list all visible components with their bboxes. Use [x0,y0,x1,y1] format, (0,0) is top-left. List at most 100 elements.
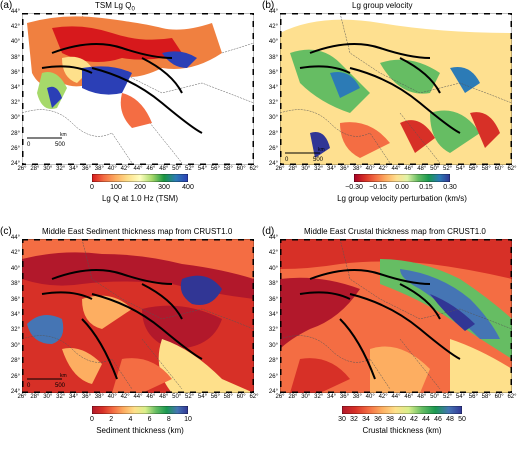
longitude-label: 46° [404,166,414,172]
latitude-label: 34° [268,312,278,318]
longitude-label: 40° [107,394,117,400]
colorbar-tick-label: 2 [109,416,114,423]
colorbar-tick-label: 200 [134,184,146,191]
latitude-label: 42° [10,250,20,257]
colorbar-tick-label: 6 [147,416,152,423]
longitude-label: 50° [430,394,440,400]
colorbar-gradient [92,174,188,182]
latitude-label: 32° [268,327,278,334]
longitude-label: 28° [288,394,298,400]
latitude-label: 30° [10,115,20,122]
svg-text:km: km [318,147,325,153]
svg-text:500: 500 [55,383,66,389]
latitude-label: 26° [10,145,20,152]
longitude-label: 60° [494,166,504,172]
latitude-label: 28° [10,358,20,365]
longitude-label: 26° [275,394,285,400]
map-frame [280,239,512,393]
latitude-label: 44° [268,235,278,241]
latitude-label: 28° [268,130,278,137]
longitude-label: 60° [236,394,246,400]
panel-label: (b) [262,0,275,11]
latitude-label: 40° [10,265,20,272]
longitude-label: 30° [43,166,53,172]
longitude-label: 62° [249,394,259,400]
colorbar-gradient [92,406,188,414]
longitude-label: 32° [314,394,324,400]
longitude-label: 58° [481,394,491,400]
latitude-label: 38° [10,54,20,61]
longitude-label: 42° [120,166,130,172]
longitude-label: 26° [17,394,27,400]
latitude-label: 32° [10,100,20,107]
longitude-label: 50° [172,166,182,172]
colorbar-tick-label: 38 [386,416,394,423]
colorbar-title: Sediment thickness (km) [96,426,184,435]
svg-text:km: km [60,132,67,138]
longitude-label: 58° [481,166,491,172]
longitude-label: 56° [468,166,478,172]
longitude-label: 28° [30,166,40,172]
longitude-label: 62° [249,166,259,172]
latitude-label: 30° [268,115,278,122]
colorbar-tick-label: 8 [166,416,171,423]
latitude-label: 30° [10,342,20,349]
panel-d: (d) Middle East Crustal thickness map fr… [262,226,518,448]
colorbar-tick-label: −0.30 [345,184,363,191]
longitude-label: 34° [327,394,337,400]
colorbar-tick-label: 400 [182,184,194,191]
panel-title: Middle East Sediment thickness map from … [42,227,233,236]
panel-b: (b) Lg group velocity 0 500 km −0.30 −0.1… [262,0,518,222]
latitude-label: 36° [10,296,20,303]
latitude-label: 36° [10,69,20,76]
longitude-label: 30° [301,394,311,400]
longitude-label: 52° [185,394,195,400]
longitude-label: 38° [352,166,362,172]
longitude-label: 58° [223,166,233,172]
latitude-label: 38° [268,54,278,61]
longitude-label: 32° [56,394,66,400]
colorbar-tick-label: 44 [422,416,430,423]
longitude-label: 54° [455,394,465,400]
longitude-label: 44° [133,166,143,172]
colorbar-tick-label: 36 [374,416,382,423]
panel-label: (d) [262,226,275,237]
colorbar-tick-label: 46 [434,416,442,423]
colorbar-gradient [354,174,450,182]
latitude-label: 24° [268,389,278,395]
panel-title: Lg group velocity [352,1,413,10]
longitude-label: 34° [69,394,79,400]
colorbar-tick-label: 0.15 [419,184,433,191]
colorbar-tick-label: 30 [338,416,346,423]
latitude-label: 26° [268,145,278,152]
latitude-label: 42° [268,250,278,257]
longitude-label: 56° [210,166,220,172]
longitude-label: 40° [365,394,375,400]
latitude-label: 38° [10,281,20,288]
longitude-label: 34° [69,166,79,172]
longitude-label: 32° [314,166,324,172]
longitude-label: 40° [365,166,375,172]
longitude-label: 30° [43,394,53,400]
latitude-label: 44° [10,235,20,241]
panel-label: (a) [0,0,13,11]
svg-text:500: 500 [55,142,66,148]
longitude-label: 32° [56,166,66,172]
longitude-label: 34° [327,166,337,172]
longitude-label: 52° [443,166,453,172]
longitude-label: 26° [275,166,285,172]
latitude-label: 24° [268,161,278,167]
latitude-label: 26° [10,373,20,380]
latitude-label: 36° [268,69,278,76]
longitude-label: 38° [94,166,104,172]
latitude-label: 38° [268,281,278,288]
map-frame: 0 500 km [22,239,254,393]
colorbar-title: Lg Q at 1.0 Hz (TSM) [101,194,179,203]
latitude-label: 34° [10,85,20,91]
longitude-label: 46° [146,166,156,172]
longitude-label: 62° [507,166,517,172]
latitude-label: 34° [10,312,20,318]
longitude-label: 44° [133,394,143,400]
longitude-label: 52° [443,394,453,400]
latitude-label: 34° [268,85,278,91]
